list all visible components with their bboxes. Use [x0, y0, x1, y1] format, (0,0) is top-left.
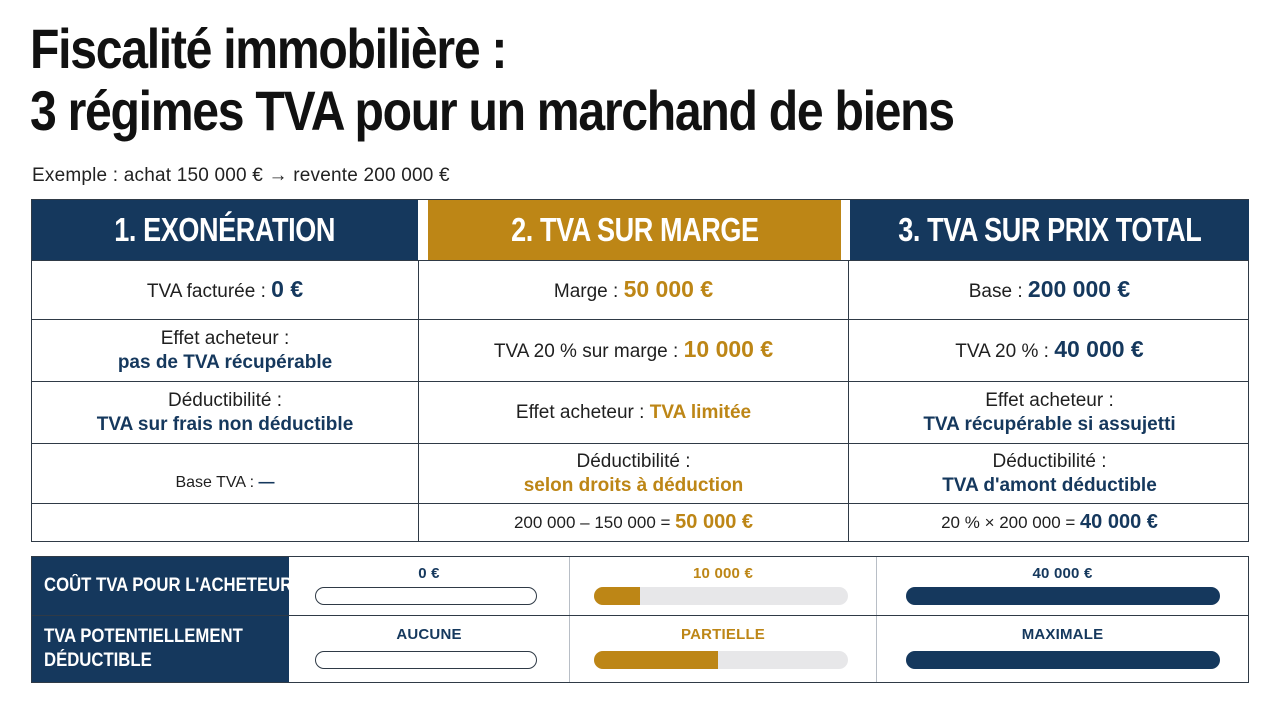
comparison-value: PARTIELLE — [680, 626, 766, 643]
table-cell: Effet acheteur : pas de TVA récupérable — [32, 320, 418, 381]
table-cell: TVA 20 % sur marge : 10 000 € — [418, 320, 848, 381]
cell-label: 200 000 – 150 000 = — [513, 513, 676, 532]
title-line-1: Fiscalité immobilière : — [30, 17, 507, 80]
comparison-value: 0 € — [418, 565, 440, 582]
comparison-cell: PARTIELLE — [569, 616, 876, 682]
page-title: Fiscalité immobilière : 3 régimes TVA po… — [30, 18, 1079, 142]
comparison-table: COÛT TVA POUR L'ACHETEUR 0 € 10 000 € 40… — [31, 556, 1249, 683]
comparison-row-label: TVA POTENTIELLEMENT DÉDUCTIBLE — [32, 616, 289, 682]
cell-label: TVA 20 % sur marge : — [493, 341, 684, 362]
cell-value: pas de TVA récupérable — [117, 351, 333, 373]
cell-value: 200 000 € — [1027, 275, 1131, 302]
table-row: Déductibilité : TVA sur frais non déduct… — [32, 381, 1248, 443]
cell-label: Déductibilité : — [576, 450, 691, 472]
table-cell — [32, 504, 418, 541]
cell-label: 20 % × 200 000 = — [941, 513, 1081, 532]
table-cell: Marge : 50 000 € — [418, 261, 848, 319]
comparison-row-deductible: TVA POTENTIELLEMENT DÉDUCTIBLE AUCUNE PA… — [32, 615, 1248, 682]
cell-value: 50 000 € — [623, 275, 714, 302]
table-row: Base TVA : — Déductibilité : selon droit… — [32, 443, 1248, 503]
regimes-header-row: 1. EXONÉRATION 2. TVA SUR MARGE 3. TVA S… — [32, 200, 1249, 260]
cell-label: Effet acheteur : — [515, 401, 650, 423]
cell-value: 0 € — [271, 275, 304, 302]
table-cell: Déductibilité : TVA sur frais non déduct… — [32, 382, 418, 443]
regimes-table: 1. EXONÉRATION 2. TVA SUR MARGE 3. TVA S… — [31, 199, 1249, 542]
cell-label: Base TVA : — [175, 473, 259, 491]
table-cell: Effet acheteur : TVA récupérable si assu… — [848, 382, 1250, 443]
table-cell: Base : 200 000 € — [848, 261, 1250, 319]
table-cell: Effet acheteur : TVA limitée — [418, 382, 848, 443]
table-cell: Déductibilité : TVA d'amont déductible — [848, 444, 1250, 503]
table-cell: Base TVA : — — [32, 444, 418, 503]
cell-value: — — [258, 473, 275, 491]
level-bar-fill — [594, 587, 640, 605]
example-subtitle: Exemple : achat 150 000 € → revente 200 … — [32, 165, 450, 186]
comparison-cell: 40 000 € — [876, 557, 1248, 615]
table-cell: TVA facturée : 0 € — [32, 261, 418, 319]
cell-label: Effet acheteur : — [160, 327, 290, 349]
level-bar — [906, 587, 1220, 605]
comparison-row-cost: COÛT TVA POUR L'ACHETEUR 0 € 10 000 € 40… — [32, 557, 1248, 615]
cell-label: TVA facturée : — [146, 280, 272, 302]
level-bar — [906, 651, 1220, 669]
cell-value: TVA d'amont déductible — [942, 474, 1157, 496]
cell-value: TVA limitée — [649, 401, 752, 423]
table-row: 200 000 – 150 000 = 50 000 € 20 % × 200 … — [32, 503, 1248, 541]
comparison-value: 10 000 € — [693, 565, 753, 582]
comparison-value: 40 000 € — [1032, 565, 1093, 582]
table-row: Effet acheteur : pas de TVA récupérable … — [32, 319, 1248, 381]
level-bar — [315, 587, 537, 605]
comparison-cell: 10 000 € — [569, 557, 876, 615]
cell-value: 40 000 € — [1080, 511, 1158, 533]
comparison-value: AUCUNE — [396, 626, 462, 643]
cell-value: TVA sur frais non déductible — [96, 413, 354, 435]
level-bar-fill — [906, 587, 1220, 605]
cell-label: Déductibilité : — [167, 389, 283, 411]
level-bar — [594, 651, 848, 669]
title-line-2: 3 régimes TVA pour un marchand de biens — [30, 79, 955, 142]
cell-label: Déductibilité : — [992, 450, 1107, 472]
header-tva-sur-marge: 2. TVA SUR MARGE — [428, 200, 841, 260]
comparison-cell: 0 € — [289, 557, 569, 615]
table-row: TVA facturée : 0 € Marge : 50 000 € Base… — [32, 260, 1248, 319]
level-bar — [594, 587, 848, 605]
level-bar — [315, 651, 537, 669]
cell-label: Base : — [968, 280, 1028, 302]
comparison-cell: MAXIMALE — [876, 616, 1248, 682]
cell-value: TVA récupérable si assujetti — [923, 413, 1176, 435]
cell-value: 50 000 € — [675, 511, 754, 533]
cell-label: Effet acheteur : — [985, 389, 1114, 411]
comparison-value: MAXIMALE — [1021, 626, 1104, 643]
cell-label: Marge : — [553, 280, 624, 302]
header-tva-sur-prix-total: 3. TVA SUR PRIX TOTAL — [850, 200, 1249, 260]
cell-label: TVA 20 % : — [955, 341, 1055, 362]
header-exoneration: 1. EXONÉRATION — [32, 200, 418, 260]
table-cell: 200 000 – 150 000 = 50 000 € — [418, 504, 848, 541]
cell-value: selon droits à déduction — [523, 474, 744, 496]
comparison-cell: AUCUNE — [289, 616, 569, 682]
level-bar-fill — [906, 651, 1220, 669]
table-cell: Déductibilité : selon droits à déduction — [418, 444, 848, 503]
table-cell: 20 % × 200 000 = 40 000 € — [848, 504, 1250, 541]
table-cell: TVA 20 % : 40 000 € — [848, 320, 1250, 381]
comparison-row-label: COÛT TVA POUR L'ACHETEUR — [32, 557, 292, 615]
level-bar-fill — [594, 651, 719, 669]
cell-value: 10 000 € — [683, 336, 774, 362]
cell-value: 40 000 € — [1054, 336, 1144, 362]
